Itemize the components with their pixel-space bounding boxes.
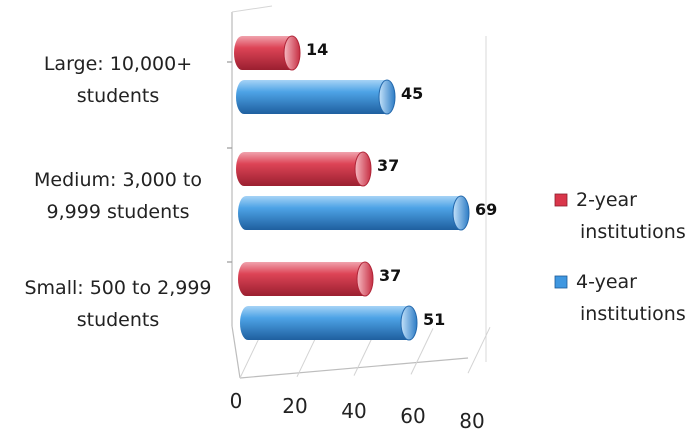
bar-body xyxy=(246,196,461,230)
category-label-0: Large: 10,000+ students xyxy=(44,53,192,107)
legend-swatch-4yr xyxy=(554,275,568,289)
bars xyxy=(234,35,470,341)
category-label-line: 9,999 students xyxy=(47,201,190,223)
data-label-2yr-1: 37 xyxy=(377,156,399,175)
bar-base-cap xyxy=(238,196,254,230)
category-label-1: Medium: 3,000 to 9,999 students xyxy=(34,169,202,223)
category-label-line: Medium: 3,000 to xyxy=(34,169,202,191)
bar-body xyxy=(244,80,387,114)
bar-4yr-2 xyxy=(240,305,418,341)
x-tick-label: 0 xyxy=(230,389,243,413)
legend-label-2yr: 2-year xyxy=(576,189,637,211)
data-label-4yr-1: 69 xyxy=(475,200,497,219)
bar-4yr-1 xyxy=(238,195,470,231)
bar-end-cap xyxy=(356,261,374,297)
bar-body xyxy=(244,152,363,186)
data-label-2yr-0: 14 xyxy=(306,40,328,59)
bar-base-cap xyxy=(240,306,256,340)
bar-base-cap xyxy=(236,80,252,114)
floor-gridline-3 xyxy=(410,328,434,375)
category-label-line: students xyxy=(77,85,160,107)
legend-label-2yr: institutions xyxy=(580,221,686,243)
data-label-2yr-2: 37 xyxy=(379,266,401,285)
labels: 0 20 40 60 80 14 45 Large: 10,000+ students 37 69 M… xyxy=(24,40,497,433)
bar-base-cap xyxy=(238,262,254,296)
legend: 2-year institutions 4-year institutions xyxy=(554,189,686,325)
legend-label-4yr: institutions xyxy=(580,303,686,325)
bar-end-cap xyxy=(354,151,372,187)
legend-label-4yr: 4-year xyxy=(576,271,637,293)
category-label-line: students xyxy=(77,309,160,331)
category-label-line: Small: 500 to 2,999 xyxy=(24,277,211,299)
bar-base-cap xyxy=(234,36,250,70)
bar-2yr-1 xyxy=(236,151,372,187)
bar-4yr-0 xyxy=(236,79,396,115)
x-tick-label: 40 xyxy=(341,399,366,423)
bar-end-cap xyxy=(400,305,418,341)
bar-end-cap xyxy=(452,195,470,231)
bar-end-cap xyxy=(283,35,301,71)
floor-left-edge xyxy=(231,325,241,379)
data-label-4yr-0: 45 xyxy=(401,84,423,103)
legend-swatch-2yr xyxy=(554,193,568,207)
x-tick-label: 20 xyxy=(282,394,307,418)
floor-gridline-4 xyxy=(467,326,491,374)
back-wall-top xyxy=(231,5,273,13)
bar-end-cap xyxy=(378,79,396,115)
category-label-2: Small: 500 to 2,999 students xyxy=(24,277,211,331)
chart-frame xyxy=(227,5,491,379)
bar-2yr-2 xyxy=(238,261,374,297)
bar-2yr-0 xyxy=(234,35,301,71)
bar-base-cap xyxy=(236,152,252,186)
data-label-4yr-2: 51 xyxy=(423,310,445,329)
bar-body xyxy=(246,262,365,296)
x-tick-label: 80 xyxy=(459,409,484,433)
bar-body xyxy=(248,306,409,340)
category-label-line: Large: 10,000+ xyxy=(44,53,192,75)
x-tick-label: 60 xyxy=(400,404,425,428)
floor-front-edge xyxy=(239,357,469,379)
